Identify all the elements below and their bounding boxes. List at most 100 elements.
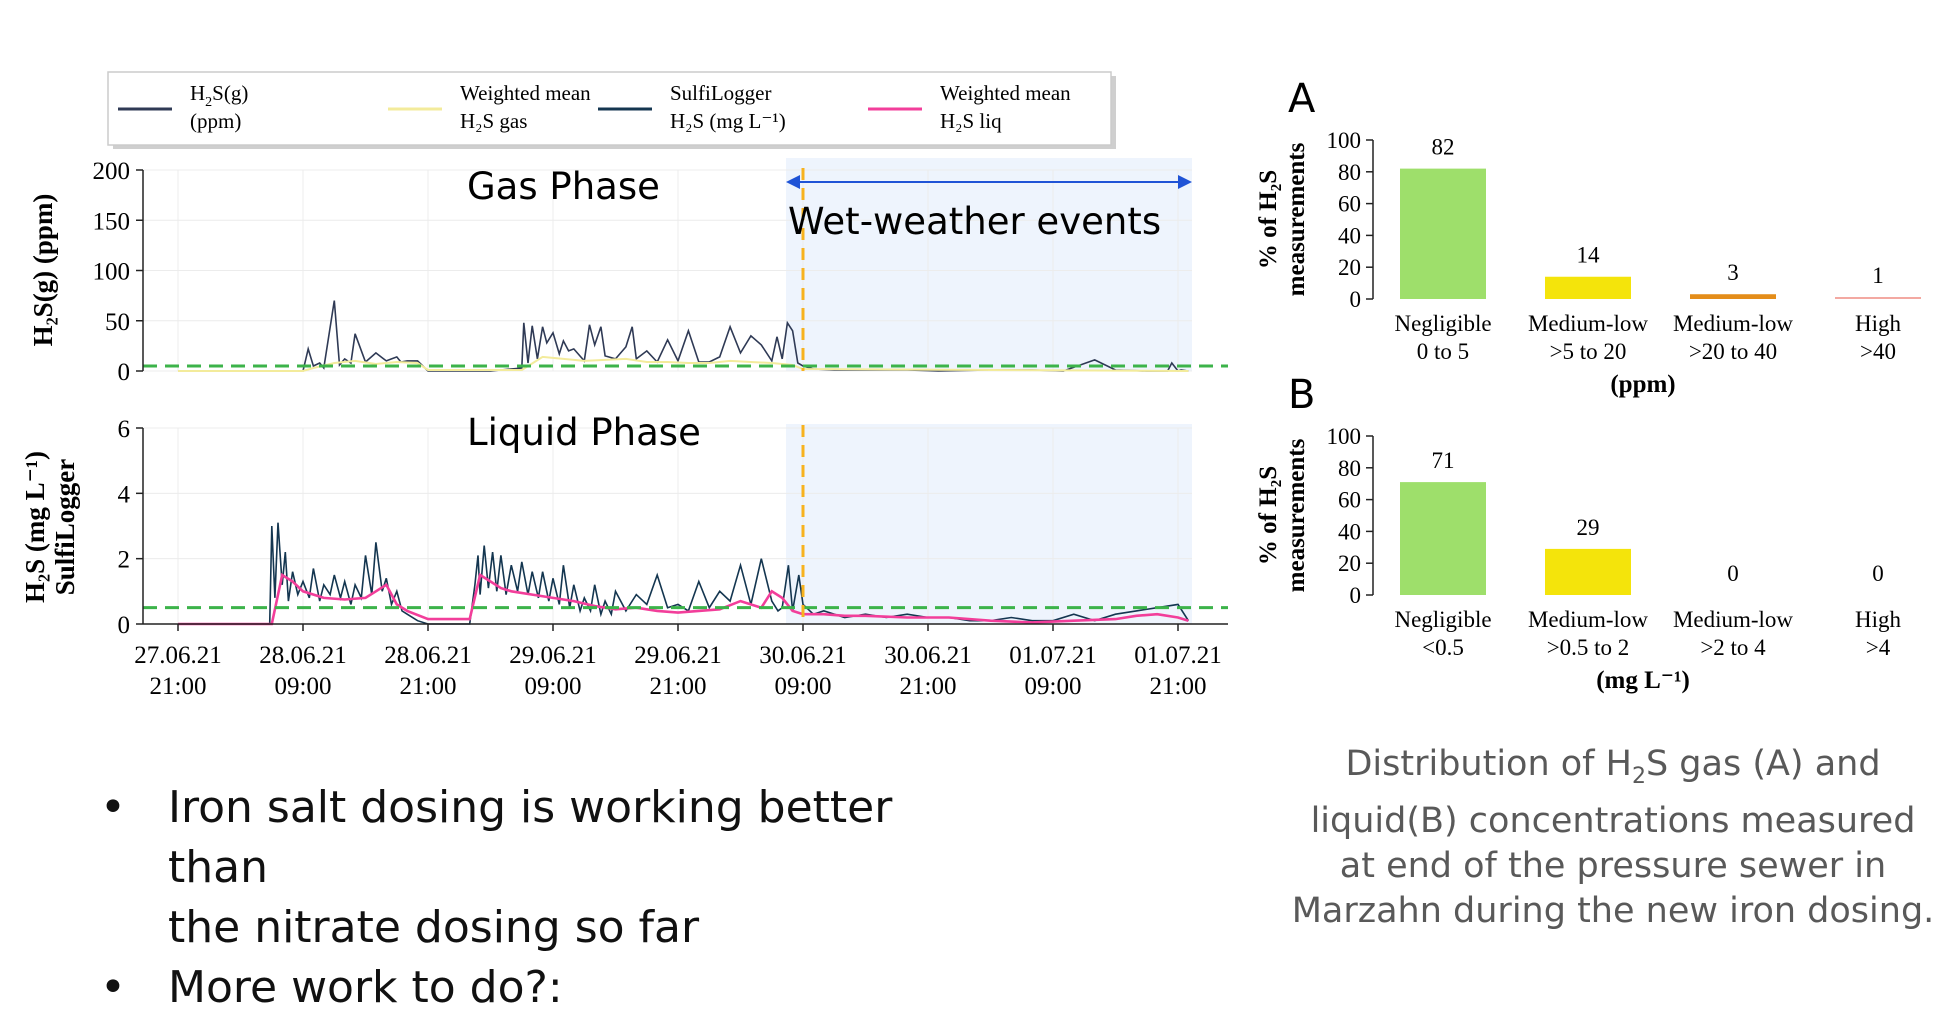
y-tick-label: 2 — [118, 547, 131, 574]
y-tick-label: 20 — [1338, 551, 1361, 576]
x-tick-label: 21:00 — [650, 673, 707, 700]
bullet-symbol: • — [100, 782, 126, 833]
bar — [1545, 548, 1631, 595]
bar-category-label: 0 to 5 — [1417, 339, 1469, 364]
x-tick-label: 29.06.21 — [509, 642, 597, 669]
liquid-distribution-chart: B 0 20 40 60 80 100 % of H₂Smeasurements 71 Negl… — [1255, 372, 1902, 694]
y-tick-label: 100 — [1327, 424, 1362, 449]
bar-y-label: % of H₂Smeasurements — [1255, 142, 1310, 296]
bar-value-label: 14 — [1577, 243, 1601, 268]
legend-label: Weighted mean — [940, 81, 1071, 105]
wet-weather-band-gas — [786, 158, 1192, 371]
legend-label: H₂S (mg L⁻¹) — [670, 109, 786, 133]
bar-category-label: >5 to 20 — [1550, 339, 1627, 364]
bar-value-label: 71 — [1432, 448, 1455, 473]
bar-category-label: >2 to 4 — [1700, 635, 1766, 660]
bullet-text: More work to do?: — [168, 962, 563, 1013]
liquid-mean-series — [178, 572, 1189, 626]
bullet-item: • Iron salt dosing is working better tha… — [100, 778, 1000, 958]
bar-value-label: 29 — [1577, 515, 1600, 540]
bar-value-label: 0 — [1872, 561, 1884, 586]
wet-weather-arrow — [786, 175, 1192, 189]
x-tick-label: 28.06.21 — [384, 642, 472, 669]
x-tick-label: 09:00 — [525, 673, 582, 700]
bar-category-label: Medium-low — [1528, 607, 1648, 632]
bar — [1545, 276, 1631, 299]
bullet-list: • Iron salt dosing is working better tha… — [100, 778, 1000, 1018]
bar-category-label: Medium-low — [1673, 607, 1793, 632]
x-tick-label: 29.06.21 — [634, 642, 722, 669]
legend: H2S(g)(ppm) Weighted mean H₂S gas SulfiLogg… — [107, 71, 1116, 149]
legend-entry: H2S(g)(ppm) — [118, 81, 248, 133]
bar-category-label: Medium-low — [1673, 311, 1793, 336]
bar-category-label: <0.5 — [1422, 635, 1464, 660]
gas-distribution-chart: A 0 20 40 60 80 100 % of H₂Smeasurements 82 Negl… — [1255, 76, 1921, 398]
legend-label: H₂S gas — [460, 109, 527, 133]
y-tick-label: 20 — [1338, 255, 1361, 280]
bar-category-label: >0.5 to 2 — [1547, 635, 1630, 660]
bar — [1690, 294, 1776, 299]
bar-x-label: (ppm) — [1610, 371, 1675, 398]
wet-weather-label: Wet-weather events — [788, 200, 1161, 243]
y-tick-label: 100 — [93, 259, 131, 286]
x-tick-label: 09:00 — [1025, 673, 1082, 700]
y-tick-label: 0 — [1350, 583, 1362, 608]
x-tick-label: 21:00 — [150, 673, 207, 700]
y-tick-label: 4 — [118, 481, 131, 508]
bar-category-label: >20 to 40 — [1689, 339, 1777, 364]
x-tick-label: 27.06.21 — [134, 642, 222, 669]
y-tick-label: 200 — [93, 158, 131, 185]
bar-category-label: Negligible — [1394, 607, 1491, 632]
bar-value-label: 0 — [1727, 561, 1739, 586]
y-tick-label: 80 — [1338, 160, 1361, 185]
bullet-symbol: • — [100, 962, 126, 1013]
panel-a-label: A — [1288, 76, 1316, 122]
y-tick-label: 6 — [118, 416, 131, 443]
legend-label: H₂S liq — [940, 109, 1002, 133]
liquid-phase-label: Liquid Phase — [467, 411, 701, 454]
x-tick-label: 30.06.21 — [884, 642, 972, 669]
x-tick-label: 09:00 — [775, 673, 832, 700]
legend-entry: Weighted mean H₂S gas — [388, 81, 591, 133]
y-tick-label: 60 — [1338, 488, 1361, 513]
y-tick-label: 100 — [1327, 128, 1362, 153]
bar-category-label: High — [1855, 607, 1902, 632]
liquid-timeseries-chart: 0 2 4 6 27.06.21 21:00 28.06.21 09:00 28.06.21 2… — [20, 411, 1228, 700]
bar-x-label: (mg L⁻¹) — [1596, 667, 1690, 694]
y-tick-label: 60 — [1338, 192, 1361, 217]
bar-category-label: >40 — [1860, 339, 1896, 364]
bar — [1835, 297, 1921, 299]
x-tick-label: 28.06.21 — [259, 642, 347, 669]
panel-b-label: B — [1288, 372, 1315, 418]
legend-label: SulfiLogger — [670, 81, 771, 105]
legend-label: H2S(g) — [190, 81, 248, 110]
bar-value-label: 82 — [1432, 135, 1455, 160]
wet-weather-band-liquid — [786, 424, 1192, 624]
bar-category-label: High — [1855, 311, 1902, 336]
y-tick-label: 40 — [1338, 519, 1361, 544]
legend-label: Weighted mean — [460, 81, 591, 105]
bar-y-label: % of H₂Smeasurements — [1255, 438, 1310, 592]
y-tick-label: 40 — [1338, 223, 1361, 248]
y-tick-label: 150 — [93, 208, 131, 235]
bar-category-label: Negligible — [1394, 311, 1491, 336]
legend-label: (ppm) — [190, 109, 241, 133]
x-tick-label: 09:00 — [275, 673, 332, 700]
legend-entry: Weighted mean H₂S liq — [868, 81, 1071, 133]
x-tick-label: 30.06.21 — [759, 642, 847, 669]
liquid-y-label: H₂S (mg L⁻¹)SulfiLogger — [20, 451, 80, 603]
bar-value-label: 3 — [1727, 260, 1739, 285]
x-tick-label: 21:00 — [1150, 673, 1207, 700]
bullet-text: Iron salt dosing is working better than t… — [168, 782, 893, 953]
y-tick-label: 0 — [1350, 287, 1362, 312]
x-tick-label: 21:00 — [400, 673, 457, 700]
figure-caption: Distribution of H2S gas (A) and liquid(B… — [1291, 744, 1935, 931]
bar — [1400, 168, 1486, 299]
x-tick-label: 01.07.21 — [1134, 642, 1222, 669]
gas-phase-label: Gas Phase — [467, 165, 660, 208]
gas-y-label: H₂S(g) (ppm) — [28, 194, 58, 347]
y-tick-label: 80 — [1338, 456, 1361, 481]
y-tick-label: 0 — [118, 359, 131, 386]
bar-category-label: Medium-low — [1528, 311, 1648, 336]
